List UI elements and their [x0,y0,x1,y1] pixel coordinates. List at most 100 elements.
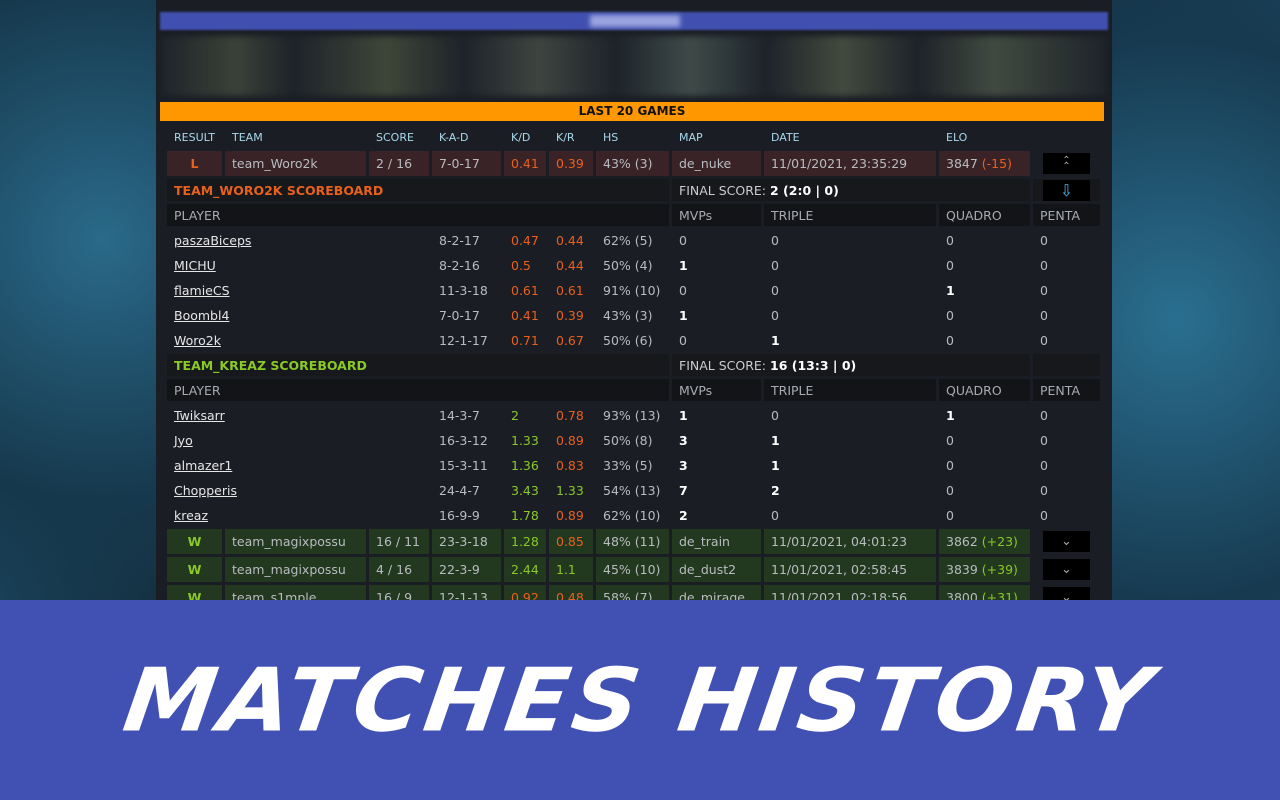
final-score-label: FINAL SCORE: [679,182,767,198]
column-header[interactable]: HS [603,130,619,144]
kd: 0.71 [511,332,539,348]
kr: 0.44 [556,232,584,248]
elo: 3839 (+39) [939,557,1030,582]
column-header[interactable]: DATE [771,130,800,144]
penta-header: PENTA [1033,204,1100,226]
player-link[interactable]: Jyo [174,432,193,448]
banner: MATCHES HISTORY [0,600,1280,800]
triple-header: TRIPLE [764,204,936,226]
hs: 58% (7) [596,585,669,600]
scoreboard-title: TEAM_WORO2K SCOREBOARD [167,179,669,201]
column-header[interactable]: RESULT [174,130,215,144]
player-row: kreaz 16-9-9 1.78 0.89 62% (10) 2 0 0 0 [167,504,1100,526]
score: 16 / 11 [369,529,429,554]
player-link[interactable]: Boombl4 [174,307,230,323]
triple: 0 [771,257,779,273]
player-link[interactable]: Woro2k [174,332,221,348]
hs: 45% (10) [596,557,669,582]
quadro: 0 [946,432,954,448]
player-row: Chopperis 24-4-7 3.43 1.33 54% (13) 7 2 … [167,479,1100,501]
kd: 0.92 [504,585,546,600]
kad: 14-3-7 [439,407,480,423]
triple: 0 [771,407,779,423]
elo-value: 3839 [946,562,978,577]
player-link[interactable]: MICHU [174,257,216,273]
kd: 2 [511,407,519,423]
team-name: team_magixpossu [225,557,366,582]
player-link[interactable]: paszaBiceps [174,232,252,248]
mvps-header: MVPs [672,204,761,226]
kr: 0.39 [556,307,584,323]
quadro-header: QUADRO [939,204,1030,226]
player-row: almazer1 15-3-11 1.36 0.83 33% (5) 3 1 0… [167,454,1100,476]
kad: 8-2-16 [439,257,480,273]
column-header[interactable]: ELO [946,130,968,144]
kr: 0.83 [556,457,584,473]
column-header[interactable]: K/D [511,130,531,144]
banner-title: MATCHES HISTORY [117,649,1163,751]
mvps: 2 [679,507,688,523]
quadro: 0 [946,232,954,248]
column-header[interactable]: SCORE [376,130,414,144]
hs: 50% (6) [603,332,653,348]
player-link[interactable]: kreaz [174,507,209,523]
kad: 8-2-17 [439,232,480,248]
column-header[interactable]: TEAM [232,130,263,144]
penta: 0 [1040,482,1048,498]
elo-delta: (+23) [981,534,1018,549]
kad: 12-1-17 [439,332,488,348]
penta: 0 [1040,282,1048,298]
map: de_mirage [672,585,761,600]
column-header[interactable]: MAP [679,130,703,144]
match-row[interactable]: W team_magixpossu 4 / 16 22-3-9 2.44 1.1… [167,557,1100,582]
date: 11/01/2021, 02:18:56 [764,585,936,600]
matches-panel: LAST 20 GAMES RESULT TEAM SCORE K-A-D K/D K/R… [156,0,1112,600]
player-link[interactable]: Twiksarr [174,407,225,423]
expand-icon[interactable]: ⌄ [1043,559,1090,580]
blurred-thumbnails [160,36,1108,96]
player-row: MICHU 8-2-16 0.5 0.44 50% (4) 1 0 0 0 [167,254,1100,276]
triple: 0 [771,232,779,248]
mvps: 7 [679,482,688,498]
player-row: Woro2k 12-1-17 0.71 0.67 50% (6) 0 1 0 0 [167,329,1100,351]
mvps: 1 [679,407,688,423]
result-badge: W [167,529,222,554]
hs: 33% (5) [603,457,653,473]
player-link[interactable]: almazer1 [174,457,233,473]
match-row[interactable]: W team_s1mple 16 / 9 12-1-13 0.92 0.48 5… [167,585,1100,600]
kad: 24-4-7 [439,482,480,498]
elo-value: 3847 [946,156,978,171]
column-header[interactable]: K/R [556,130,575,144]
score: 2 / 16 [369,151,429,176]
expand-icon[interactable]: ⌄ [1043,587,1090,600]
elo: 3862 (+23) [939,529,1030,554]
column-header[interactable]: K-A-D [439,130,469,144]
kd: 0.61 [511,282,539,298]
map: de_dust2 [672,557,761,582]
mvps: 0 [679,232,687,248]
kr: 0.61 [556,282,584,298]
penta-header: PENTA [1033,379,1100,401]
player-link[interactable]: flamieCS [174,282,230,298]
kd: 1.36 [511,457,539,473]
triple: 0 [771,507,779,523]
player-link[interactable]: Chopperis [174,482,237,498]
arrow-down-icon[interactable]: ⇩ [1043,179,1090,201]
kd: 0.5 [511,257,531,273]
kad: 15-3-11 [439,457,488,473]
kr: 0.44 [556,257,584,273]
elo-value: 3800 [946,590,978,600]
kad: 12-1-13 [432,585,501,600]
collapse-icon[interactable]: ⌃ ⌃ [1043,153,1090,174]
kad: 22-3-9 [432,557,501,582]
player-row: flamieCS 11-3-18 0.61 0.61 91% (10) 0 0 … [167,279,1100,301]
quadro: 0 [946,257,954,273]
kr: 0.67 [556,332,584,348]
match-row[interactable]: W team_magixpossu 16 / 11 23-3-18 1.28 0… [167,529,1100,554]
quadro: 0 [946,457,954,473]
player-header: PLAYER [167,204,669,226]
match-row[interactable]: L team_Woro2k 2 / 16 7-0-17 0.41 0.39 43… [167,151,1100,176]
expand-icon[interactable]: ⌄ [1043,531,1090,552]
elo: 3847 (-15) [939,151,1030,176]
hs: 43% (3) [603,307,653,323]
